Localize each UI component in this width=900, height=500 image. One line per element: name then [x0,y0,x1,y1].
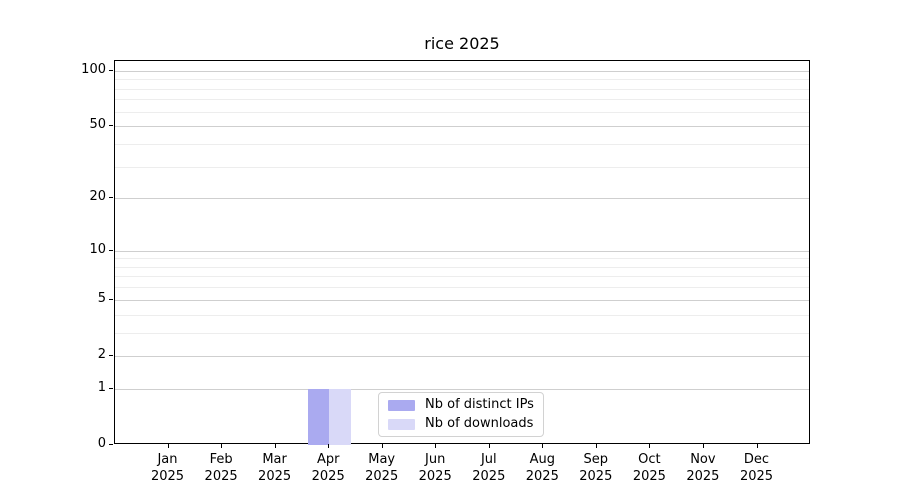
x-tick-label: May 2025 [350,451,414,485]
x-tick-label: Apr 2025 [296,451,360,485]
legend-swatch-distinct-ips-icon [388,399,415,411]
x-tick-mark [488,444,490,448]
gridline-minor [115,99,809,101]
legend-label-distinct-ips: Nb of distinct IPs [425,397,534,412]
y-tick-mark [109,444,113,445]
x-tick-year: 2025 [739,469,774,484]
x-tick-month: Apr [316,452,340,467]
x-tick-label: Feb 2025 [189,451,253,485]
x-tick-mark [328,444,330,448]
x-tick-mark [595,444,597,448]
x-tick-month: Feb [209,452,233,467]
gridline-minor [115,88,809,90]
x-tick-year: 2025 [365,469,399,484]
gridline-major [115,126,809,128]
x-tick-year: 2025 [472,469,506,484]
x-tick-label: Jun 2025 [403,451,467,485]
x-tick-year: 2025 [525,469,559,484]
x-tick-month: Oct [638,452,661,467]
gridline-minor [115,258,809,260]
y-tick-label: 20 [89,189,106,205]
gridline-major [115,198,809,200]
x-tick-label: Jul 2025 [457,451,521,485]
gridline-minor [115,166,809,168]
gridline-minor [115,79,809,81]
x-tick-label: Aug 2025 [510,451,574,485]
x-tick-year: 2025 [686,469,720,484]
x-tick-year: 2025 [579,469,613,484]
y-tick-label: 50 [89,117,106,133]
bar-distinct-ips-apr [307,388,330,445]
gridline-minor [115,287,809,289]
x-tick-mark [274,444,276,448]
bar-downloads-apr [329,388,351,445]
gridline-minor [115,276,809,278]
x-tick-label: Oct 2025 [617,451,681,485]
x-tick-label: Jan 2025 [136,451,200,485]
x-tick-year: 2025 [311,469,345,484]
x-tick-mark [756,444,758,448]
x-tick-year: 2025 [204,469,238,484]
legend-item-distinct-ips: Nb of distinct IPs [388,397,534,413]
x-tick-month: Mar [262,452,287,467]
y-tick-label: 5 [97,290,106,306]
gridline-minor [115,143,809,145]
gridline-minor [115,332,809,334]
y-tick-mark [109,125,113,127]
y-tick-label: 1 [97,379,106,395]
gridline-major [115,355,809,357]
gridline-minor [115,314,809,316]
x-tick-mark [702,444,704,448]
y-tick-label: 0 [97,436,106,451]
x-tick-year: 2025 [150,469,185,484]
gridline-major [115,70,809,72]
x-tick-month: Dec [743,452,770,467]
gridline-minor [115,111,809,113]
gridline-major [115,250,809,252]
x-tick-mark [167,444,169,448]
gridline-major [115,388,809,390]
x-tick-year: 2025 [258,469,292,484]
x-tick-mark [542,444,544,448]
y-tick-label: 10 [89,241,106,257]
x-tick-month: Nov [690,452,716,467]
x-tick-month: May [368,452,396,467]
gridline-major [115,299,809,301]
chart-title: rice 2025 [424,34,500,53]
legend-swatch-downloads-icon [388,418,415,430]
x-tick-label: Sep 2025 [564,451,628,485]
x-tick-label: Dec 2025 [725,451,789,485]
x-tick-mark [221,444,223,448]
x-tick-month: Jul [480,452,497,467]
gridline-minor [115,266,809,268]
plot-area: Nb of distinct IPs Nb of downloads [114,60,810,445]
y-tick-mark [109,197,113,199]
x-tick-mark [649,444,651,448]
x-tick-year: 2025 [418,469,452,484]
x-tick-month: Jan [157,452,178,467]
x-tick-label: Mar 2025 [243,451,307,485]
x-tick-month: Aug [529,452,555,467]
x-tick-year: 2025 [632,469,666,484]
x-tick-mark [435,444,437,448]
y-tick-mark [109,298,113,300]
legend-item-downloads: Nb of downloads [388,416,534,432]
y-tick-mark [109,354,113,356]
y-tick-mark [109,387,113,389]
x-tick-mark [381,444,383,448]
y-tick-label: 2 [97,346,106,362]
x-tick-month: Sep [583,452,609,467]
x-tick-label: Nov 2025 [671,451,735,485]
legend-label-downloads: Nb of downloads [425,416,534,431]
y-tick-label: 100 [81,61,106,77]
legend: Nb of distinct IPs Nb of downloads [378,392,544,437]
y-tick-mark [109,69,113,71]
y-tick-mark [109,249,113,251]
x-tick-month: Jun [425,452,446,467]
